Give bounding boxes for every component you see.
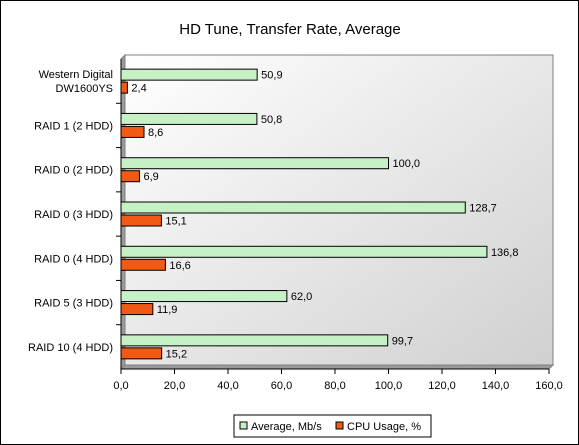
bar-data-label: 8,6 [148,127,163,139]
bar [120,81,128,94]
plot-floor [119,364,555,370]
category-label: RAID 10 (4 HDD) [28,342,113,354]
bar [120,258,166,271]
category-label: Western Digital DW1600YS [39,69,113,95]
bar [120,290,288,303]
bar [120,157,389,170]
bar-data-label: 16,6 [169,260,190,272]
category-label: RAID 0 (2 HDD) [34,165,113,177]
bar [120,201,466,214]
legend-box [233,414,432,438]
x-tick-label: 40,0 [217,380,238,392]
x-tick-label: 80,0 [324,380,345,392]
bar-data-label: 50,8 [261,114,282,126]
bar [120,303,154,316]
category-label: RAID 0 (4 HDD) [34,253,113,265]
x-tick-label: 20,0 [164,380,185,392]
bar [120,347,163,360]
bar [120,170,140,183]
bar-data-label: 128,7 [469,203,497,215]
x-tick-label: 140,0 [482,380,510,392]
bar [120,334,389,347]
x-tick-label: 60,0 [271,380,292,392]
bar-data-label: 11,9 [157,304,178,316]
bar-data-label: 15,2 [166,348,187,360]
bar-data-label: 62,0 [291,291,312,303]
bar-data-label: 99,7 [392,335,413,347]
bar [120,112,258,125]
x-tick-label: 0,0 [113,380,128,392]
x-tick-label: 100,0 [375,380,403,392]
bar [120,214,162,227]
bar-data-label: 6,9 [143,171,158,183]
legend-label: Average, Mb/s [251,421,322,433]
bar-data-label: 100,0 [393,158,421,170]
x-tick-label: 160,0 [535,380,563,392]
x-tick-label: 120,0 [428,380,456,392]
category-label: RAID 5 (3 HDD) [34,298,113,310]
bar-data-label: 15,1 [165,216,186,228]
legend-label: CPU Usage, % [347,421,421,433]
chart-title: HD Tune, Transfer Rate, Average [179,21,401,38]
category-label: RAID 0 (3 HDD) [34,209,113,221]
bar [120,68,258,81]
bar-data-label: 2,4 [131,83,146,95]
legend-swatch [335,421,344,430]
bar [120,245,488,258]
bar [120,125,145,138]
legend-swatch [239,421,248,430]
bar-data-label: 50,9 [261,70,282,82]
bar-data-label: 136,8 [491,247,519,259]
category-label: RAID 1 (2 HDD) [34,120,113,132]
